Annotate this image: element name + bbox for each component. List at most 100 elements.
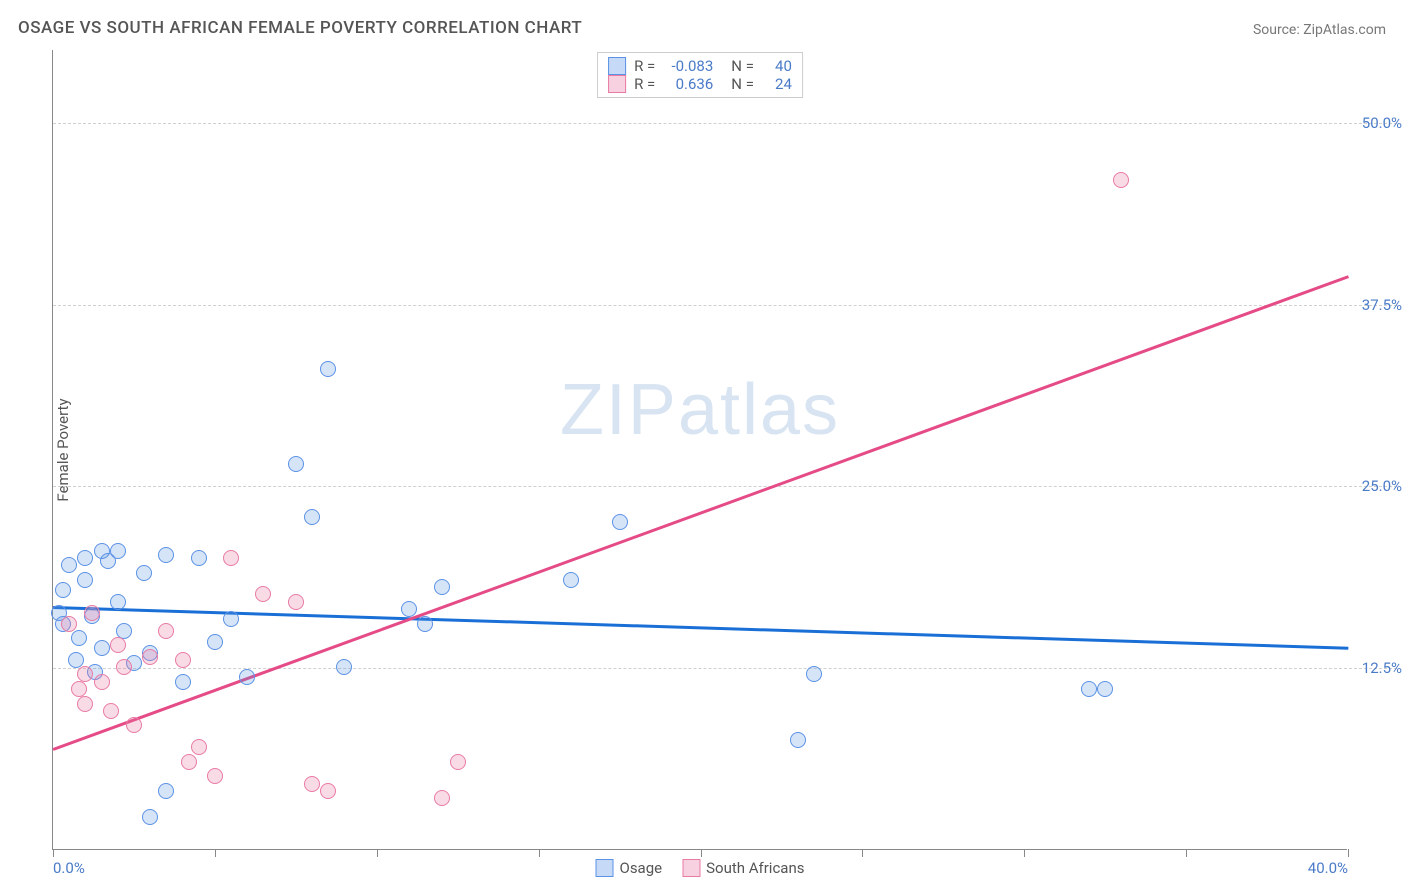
chart-title: OSAGE VS SOUTH AFRICAN FEMALE POVERTY CO… — [18, 18, 582, 38]
data-point — [142, 649, 158, 665]
data-point — [255, 586, 271, 602]
correlation-legend: R = -0.083 N = 40 R = 0.636 N = 24 — [597, 52, 803, 98]
data-point — [110, 543, 126, 559]
legend-r-label: R = — [634, 75, 655, 93]
data-point — [77, 572, 93, 588]
data-point — [191, 739, 207, 755]
xtick — [377, 849, 378, 857]
data-point — [55, 582, 71, 598]
data-point — [158, 623, 174, 639]
legend-n-label: N = — [731, 57, 754, 75]
xtick-label: 40.0% — [1308, 859, 1348, 877]
xtick — [1348, 849, 1349, 857]
xtick-label: 0.0% — [53, 859, 85, 877]
data-point — [450, 754, 466, 770]
xtick — [862, 849, 863, 857]
legend-label: Osage — [620, 859, 663, 877]
gridline — [53, 668, 1397, 669]
data-point — [77, 550, 93, 566]
data-point — [103, 703, 119, 719]
data-point — [94, 640, 110, 656]
xtick — [1186, 849, 1187, 857]
gridline — [53, 305, 1397, 306]
legend-item: South Africans — [682, 859, 804, 877]
xtick — [1024, 849, 1025, 857]
data-point — [288, 456, 304, 472]
legend-row: R = 0.636 N = 24 — [608, 75, 792, 93]
xtick — [539, 849, 540, 857]
data-point — [158, 547, 174, 563]
trend-line — [53, 606, 1348, 649]
data-point — [181, 754, 197, 770]
data-point — [61, 557, 77, 573]
ytick-label: 12.5% — [1362, 659, 1402, 677]
legend-item: Osage — [596, 859, 663, 877]
data-point — [136, 565, 152, 581]
data-point — [790, 732, 806, 748]
legend-n-label: N = — [731, 75, 754, 93]
series-legend: Osage South Africans — [596, 859, 805, 877]
data-point — [77, 666, 93, 682]
legend-swatch — [682, 859, 700, 877]
data-point — [434, 579, 450, 595]
data-point — [191, 550, 207, 566]
ytick-label: 37.5% — [1362, 296, 1402, 314]
data-point — [158, 783, 174, 799]
data-point — [175, 674, 191, 690]
data-point — [61, 616, 77, 632]
xtick — [701, 849, 702, 857]
data-point — [110, 637, 126, 653]
data-point — [239, 669, 255, 685]
legend-n-value: 24 — [762, 75, 792, 93]
data-point — [288, 594, 304, 610]
xtick — [53, 849, 54, 857]
legend-label: South Africans — [706, 859, 804, 877]
data-point — [126, 717, 142, 733]
data-point — [806, 666, 822, 682]
gridline — [53, 123, 1397, 124]
legend-n-value: 40 — [762, 57, 792, 75]
legend-swatch — [596, 859, 614, 877]
data-point — [207, 634, 223, 650]
legend-swatch — [608, 75, 626, 93]
data-point — [612, 514, 628, 530]
data-point — [304, 776, 320, 792]
gridline — [53, 486, 1397, 487]
legend-swatch — [608, 57, 626, 75]
data-point — [1081, 681, 1097, 697]
data-point — [175, 652, 191, 668]
data-point — [84, 605, 100, 621]
data-point — [116, 659, 132, 675]
legend-r-label: R = — [634, 57, 655, 75]
xtick — [215, 849, 216, 857]
data-point — [563, 572, 579, 588]
data-point — [320, 361, 336, 377]
data-point — [320, 783, 336, 799]
data-point — [110, 594, 126, 610]
data-point — [94, 674, 110, 690]
ytick-label: 25.0% — [1362, 477, 1402, 495]
data-point — [68, 652, 84, 668]
watermark-zip: ZIP — [560, 370, 678, 450]
data-point — [71, 630, 87, 646]
watermark: ZIPatlas — [560, 369, 840, 451]
legend-r-value: -0.083 — [663, 57, 713, 75]
data-point — [142, 809, 158, 825]
legend-r-value: 0.636 — [663, 75, 713, 93]
data-point — [417, 616, 433, 632]
legend-row: R = -0.083 N = 40 — [608, 57, 792, 75]
data-point — [401, 601, 417, 617]
ytick-label: 50.0% — [1362, 114, 1402, 132]
data-point — [77, 696, 93, 712]
data-point — [1097, 681, 1113, 697]
data-point — [223, 611, 239, 627]
data-point — [207, 768, 223, 784]
data-point — [223, 550, 239, 566]
scatter-plot: Female Poverty ZIPatlas R =-0.083N =40R … — [52, 50, 1347, 850]
data-point — [1113, 172, 1129, 188]
data-point — [336, 659, 352, 675]
source-label: Source: ZipAtlas.com — [1253, 22, 1386, 38]
watermark-atlas: atlas — [678, 370, 840, 450]
data-point — [434, 790, 450, 806]
data-point — [304, 509, 320, 525]
